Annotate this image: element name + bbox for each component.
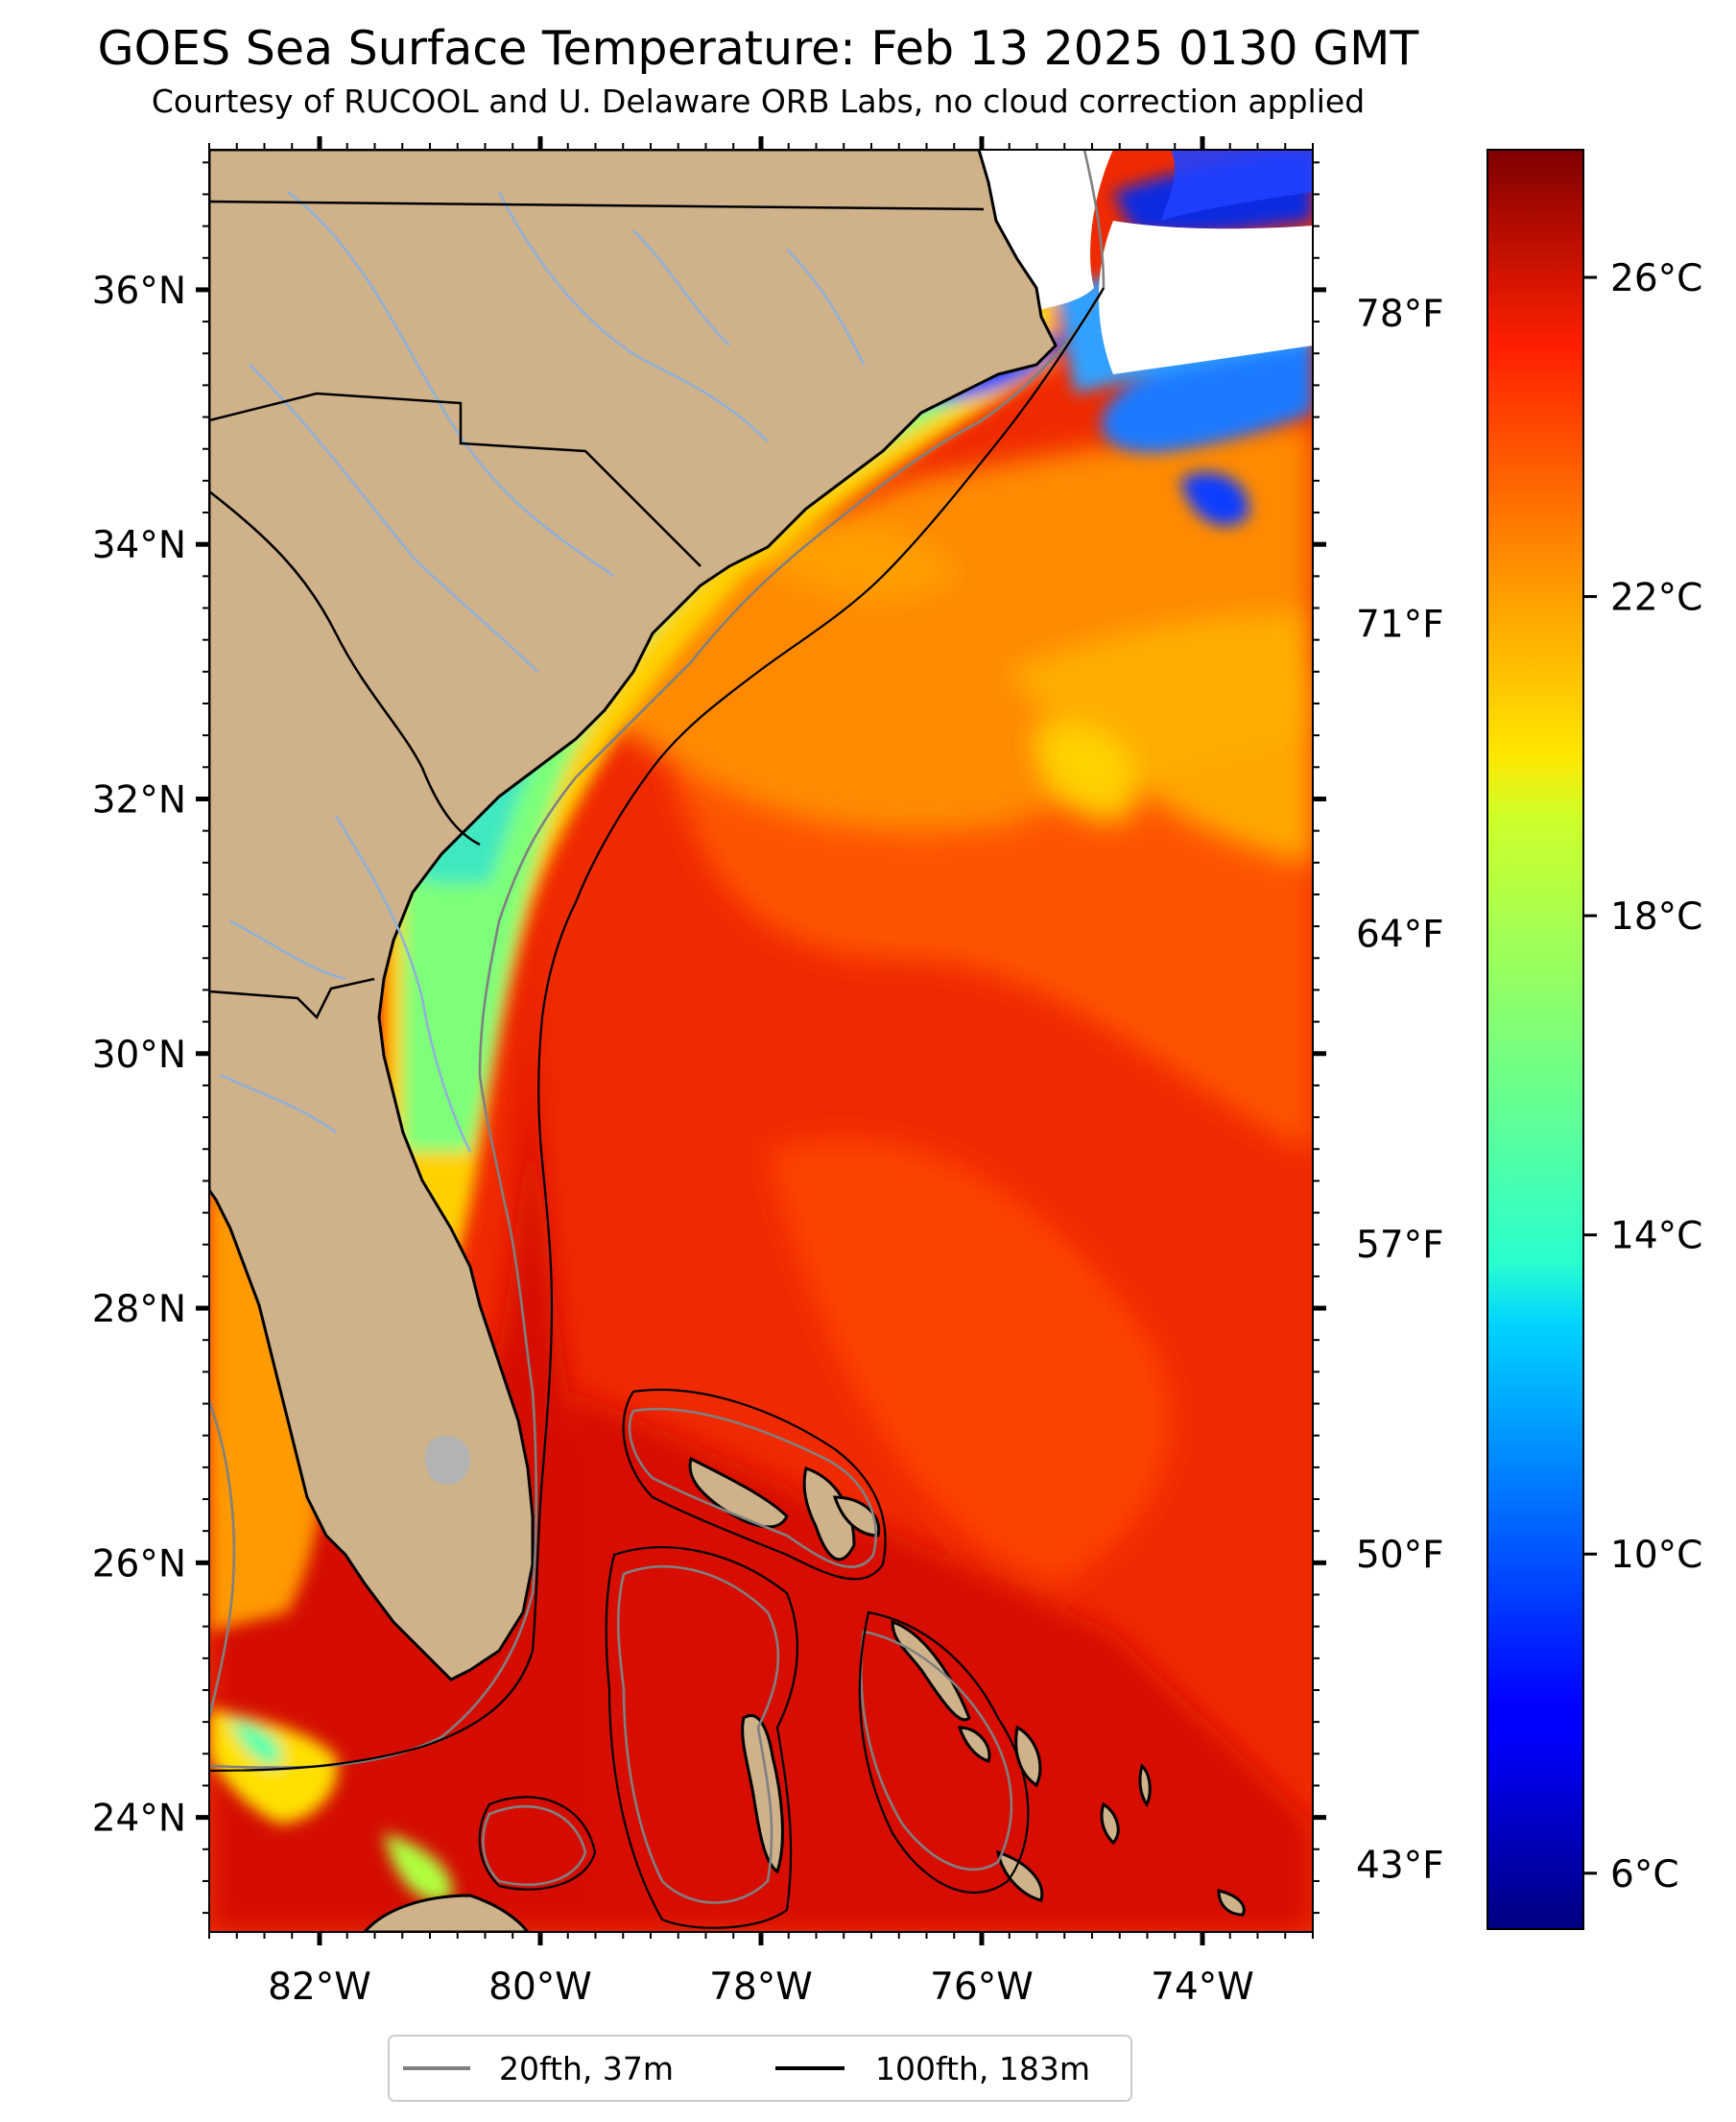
legend-label-20fth: 20fth, 37m	[499, 2050, 674, 2087]
cold-patch	[1161, 150, 1313, 221]
colorbar-tick-label: 14°C	[1610, 1215, 1702, 1258]
fahrenheit-label: 50°F	[1356, 1534, 1444, 1577]
fahrenheit-label: 64°F	[1356, 914, 1444, 957]
latitude-ticks: 36°N 34°N 32°N 30°N 28°N 26°N 24°N	[92, 270, 1326, 1841]
lon-tick-label: 82°W	[268, 1966, 371, 2009]
fahrenheit-label: 57°F	[1356, 1224, 1444, 1267]
rivers	[220, 191, 866, 1153]
lat-tick-label: 36°N	[92, 270, 186, 313]
lat-tick-label: 32°N	[92, 778, 186, 822]
sst-gulf-shelf	[209, 1171, 453, 1902]
colorbar	[1486, 149, 1584, 1930]
colorbar-tick-label: 6°C	[1610, 1853, 1679, 1896]
lat-tick-label: 24°N	[92, 1798, 186, 1841]
legend-box	[388, 2035, 1132, 2102]
lat-tick-label: 26°N	[92, 1542, 186, 1586]
legend: 20fth, 37m 100fth, 183m	[388, 2035, 1132, 2102]
colorbar-tick-label: 18°C	[1610, 895, 1702, 939]
colorbar-ticks: 26°C 22°C 18°C 14°C 10°C 6°C	[1583, 257, 1702, 1896]
map-subtitle: Courtesy of RUCOOL and U. Delaware ORB L…	[151, 83, 1366, 120]
minor-ticks	[202, 143, 1320, 1939]
cuba	[363, 1894, 530, 1932]
isobath-20fth	[209, 150, 1106, 1904]
fahrenheit-label: 43°F	[1356, 1845, 1444, 1888]
longitude-ticks: 82°W 80°W 78°W 76°W 74°W	[268, 136, 1254, 2009]
fahrenheit-label: 78°F	[1356, 293, 1444, 336]
colorbar-tick-label: 22°C	[1610, 577, 1702, 620]
lake-okeechobee	[425, 1436, 470, 1485]
sst-mid-patterns	[576, 422, 1313, 864]
colorbar-tick-label: 10°C	[1610, 1534, 1702, 1577]
lat-tick-label: 30°N	[92, 1034, 186, 1077]
isobath-100fth	[209, 287, 1105, 1929]
colorbar-tick-label: 26°C	[1610, 257, 1702, 300]
map-area	[209, 150, 1313, 1932]
legend-label-100fth: 100fth, 183m	[875, 2050, 1090, 2087]
fahrenheit-label: 71°F	[1356, 603, 1444, 646]
lat-tick-label: 28°N	[92, 1288, 186, 1331]
lon-tick-label: 78°W	[709, 1966, 813, 2009]
lon-tick-label: 76°W	[930, 1966, 1034, 2009]
no-data-area	[1099, 221, 1313, 374]
lon-tick-label: 74°W	[1151, 1966, 1254, 2009]
map-title: GOES Sea Surface Temperature: Feb 13 202…	[97, 21, 1419, 76]
lon-tick-label: 80°W	[488, 1966, 592, 2009]
lat-tick-label: 34°N	[92, 524, 186, 567]
fahrenheit-ticks: 78°F 71°F 64°F 57°F 50°F 43°F	[1356, 293, 1444, 1888]
us-mainland	[209, 150, 1058, 1681]
state-borders	[209, 200, 985, 1020]
